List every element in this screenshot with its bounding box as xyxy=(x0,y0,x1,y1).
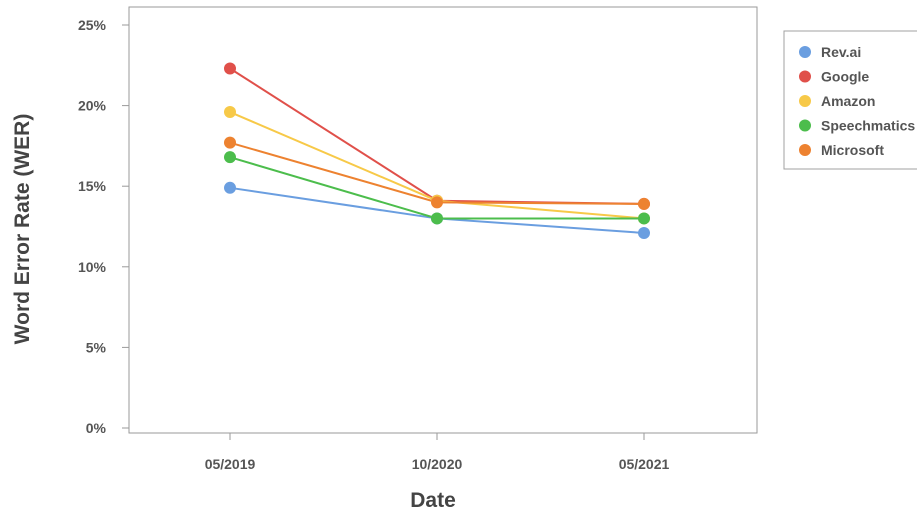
y-tick-label: 10% xyxy=(78,259,107,275)
x-tick-label: 05/2021 xyxy=(619,456,670,472)
data-point-amazon xyxy=(224,106,236,119)
data-point-speechmatics xyxy=(224,151,236,164)
x-axis-title: Date xyxy=(410,489,456,512)
y-tick-label: 25% xyxy=(78,17,107,33)
x-axis: 05/2019 10/2020 05/2021 xyxy=(205,433,670,472)
data-point-microsoft xyxy=(431,196,443,209)
data-point-microsoft xyxy=(224,136,236,149)
data-point-rev-ai xyxy=(224,181,236,194)
plot-frame xyxy=(128,6,758,434)
series-line-rev-ai xyxy=(229,186,645,234)
legend-marker-amazon xyxy=(799,95,811,107)
y-tick-label: 5% xyxy=(86,339,107,355)
legend-label-microsoft: Microsoft xyxy=(821,142,884,158)
legend-label-rev-ai: Rev.ai xyxy=(821,44,861,60)
data-point-microsoft xyxy=(638,197,650,210)
series-line-google xyxy=(229,67,645,205)
legend: Rev.ai Google Amazon Speechmatics Microsoft xyxy=(783,30,917,170)
legend-label-google: Google xyxy=(821,69,869,85)
series-line-speechmatics xyxy=(229,156,644,220)
legend-marker-google xyxy=(799,70,811,83)
x-tick-label: 10/2020 xyxy=(412,456,463,472)
series-points xyxy=(224,62,650,239)
legend-marker-microsoft xyxy=(799,144,811,156)
data-point-rev-ai xyxy=(638,226,650,239)
data-point-google xyxy=(224,62,236,75)
legend-marker-rev-ai xyxy=(799,46,811,58)
data-point-speechmatics xyxy=(638,212,650,225)
y-tick-label: 15% xyxy=(78,178,107,194)
y-tick-label: 20% xyxy=(78,98,107,114)
y-tick-label: 0% xyxy=(86,420,107,436)
data-point-speechmatics xyxy=(431,212,443,225)
y-axis-title: Word Error Rate (WER) xyxy=(11,114,34,345)
legend-label-amazon: Amazon xyxy=(821,93,875,109)
legend-marker-speechmatics xyxy=(799,119,811,132)
y-axis: 0% 5% 10% 15% 20% 25% xyxy=(78,17,129,436)
x-tick-label: 05/2019 xyxy=(205,456,256,472)
legend-label-speechmatics: Speechmatics xyxy=(821,118,915,134)
